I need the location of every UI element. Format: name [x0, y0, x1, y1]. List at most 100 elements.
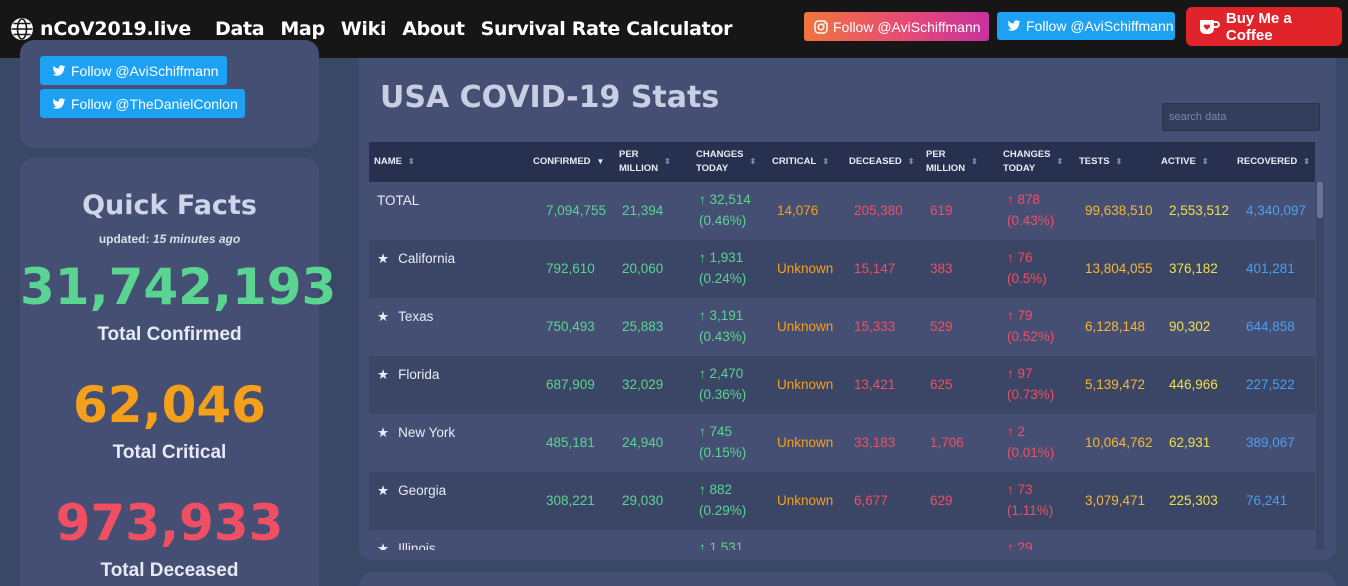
column-header-deceased[interactable]: DECEASED ⬍ [849, 142, 915, 182]
star-icon[interactable]: ★ [377, 251, 390, 266]
sort-icon[interactable]: ⬍ [664, 157, 671, 166]
change-value: ↑ 2,470 [699, 366, 744, 381]
nav-link-data[interactable]: Data [215, 18, 265, 40]
twitter-follow-button-top[interactable]: Follow @AviSchiffmann [997, 12, 1175, 40]
sort-icon[interactable]: ⬍ [822, 157, 830, 166]
table-scrollbar[interactable] [1316, 182, 1324, 550]
sort-icon[interactable]: ⬍ [907, 157, 915, 166]
sort-icon[interactable]: ⬍ [407, 157, 415, 166]
cell-dec-change: ↑ 79 (0.52%) [1007, 305, 1054, 347]
column-header-active[interactable]: ACTIVE ⬍ [1161, 142, 1209, 182]
cell-critical: Unknown [777, 493, 834, 508]
header-line1: NAME [374, 156, 402, 167]
cell-name: ★ California [377, 248, 455, 269]
coffee-label: Buy Me a Coffee [1225, 9, 1292, 44]
cell-tests: 6,128,148 [1085, 319, 1146, 334]
total-confirmed-value: 31,742,193 [20, 258, 337, 316]
cell-dec-change: ↑ 2 (0.01%) [1007, 421, 1054, 463]
table-row[interactable]: ★ Illinois ↑ 1,531 ↑ 29 [369, 530, 1315, 550]
table-row[interactable]: ★ Florida 687,909 32,029 Unknown 13,421 625 5,1… [369, 356, 1315, 414]
cell-name: ★ Texas [377, 306, 433, 327]
page-title: USA COVID-19 Stats [380, 80, 720, 115]
column-header-per-million[interactable]: PER MILLION ⬍ [619, 142, 671, 182]
column-header-label: RECOVERED [1237, 155, 1297, 169]
brand-link[interactable]: nCoV2019.live [10, 17, 191, 41]
table-row[interactable]: ★ California 792,610 20,060 Unknown 15,147 383… [369, 240, 1315, 298]
star-icon[interactable]: ★ [377, 309, 390, 324]
instagram-follow-button[interactable]: Follow @AviSchiffmann [804, 12, 989, 41]
nav-link-map[interactable]: Map [280, 18, 325, 40]
cell-active: 225,303 [1169, 493, 1218, 508]
sort-icon[interactable]: ⬍ [1056, 157, 1064, 166]
change-value: ↑ 882 [699, 482, 733, 497]
nav-link-about[interactable]: About [402, 18, 465, 40]
cell-name: TOTAL [377, 190, 419, 211]
cell-recovered: 644,858 [1246, 319, 1295, 334]
sort-icon[interactable]: ⬍ [1201, 157, 1209, 166]
cell-dec-per-million: 625 [930, 377, 953, 392]
search-input[interactable] [1162, 103, 1320, 131]
table-header: NAME ⬍ CONFIRMED ▼ PER MILLION ⬍ CHANGES TODAY ⬍ C… [369, 142, 1315, 182]
cell-change: ↑ 1,531 [699, 537, 743, 550]
cell-change: ↑ 745 (0.15%) [699, 421, 746, 463]
column-header-label: CONFIRMED [533, 155, 591, 169]
header-line1: PER [619, 149, 639, 160]
buy-me-a-coffee-button[interactable]: Buy Me a Coffee [1186, 7, 1342, 46]
cell-change: ↑ 32,514 (0.46%) [699, 189, 751, 231]
column-header-recovered[interactable]: RECOVERED ⬍ [1237, 142, 1310, 182]
column-header-deceased-changes-today[interactable]: CHANGES TODAY ⬍ [1003, 142, 1063, 182]
follow-daniel-button[interactable]: Follow @TheDanielConlon [40, 89, 245, 118]
cell-confirmed: 308,221 [546, 493, 595, 508]
star-icon[interactable]: ★ [377, 425, 390, 440]
table-row-total[interactable]: TOTAL 7,094,755 21,394 14,076 205,380 619 99,6… [369, 182, 1315, 240]
change-percent: (0.36%) [699, 387, 747, 402]
star-icon[interactable]: ★ [377, 367, 390, 382]
sort-icon[interactable]: ⬍ [1115, 157, 1123, 166]
updated-prefix: updated: [98, 232, 153, 246]
column-header-tests[interactable]: TESTS ⬍ [1079, 142, 1122, 182]
header-line1: CHANGES [696, 149, 744, 160]
change-value: ↑ 3,191 [699, 308, 744, 323]
nav-link-survival-calculator[interactable]: Survival Rate Calculator [480, 18, 733, 40]
column-header-critical[interactable]: CRITICAL ⬍ [772, 142, 829, 182]
sort-icon[interactable]: ⬍ [971, 157, 978, 166]
row-name: Illinois [398, 541, 436, 550]
sort-icon[interactable]: ⬍ [1303, 157, 1310, 166]
nav-link-wiki[interactable]: Wiki [340, 18, 387, 40]
twitter-icon [52, 64, 66, 76]
table-row[interactable]: ★ Texas 750,493 25,883 Unknown 15,333 529 6,128… [369, 298, 1315, 356]
cell-dec-change: ↑ 878 (0.43%) [1007, 189, 1054, 231]
coffee-cup-icon [1199, 19, 1220, 34]
change-percent: (0.15%) [699, 445, 747, 460]
header-line2: MILLION [619, 163, 659, 174]
updated-timestamp: updated: 15 minutes ago [20, 232, 319, 246]
cell-active: 446,966 [1169, 377, 1218, 392]
star-icon[interactable]: ★ [377, 541, 390, 550]
table-row[interactable]: ★ Georgia 308,221 29,030 Unknown 6,677 629 3,07… [369, 472, 1315, 530]
column-header-changes-today[interactable]: CHANGES TODAY ⬍ [696, 142, 756, 182]
cell-per-million: 21,394 [622, 203, 664, 218]
brand-name: nCoV2019.live [40, 18, 192, 40]
cell-change: ↑ 2,470 (0.36%) [699, 363, 746, 405]
column-header-label: PER MILLION [619, 148, 658, 176]
follow-avi-button[interactable]: Follow @AviSchiffmann [40, 56, 227, 85]
sort-icon[interactable]: ⬍ [749, 157, 757, 166]
column-header-confirmed[interactable]: CONFIRMED ▼ [533, 142, 604, 182]
cell-dec-change: ↑ 76 (0.5%) [1007, 247, 1047, 289]
cell-confirmed: 7,094,755 [546, 203, 607, 218]
updated-value: 15 minutes ago [152, 232, 241, 246]
star-icon[interactable]: ★ [377, 483, 390, 498]
column-header-name[interactable]: NAME ⬍ [374, 142, 415, 182]
cell-active: 62,931 [1169, 435, 1211, 450]
column-header-deceased-per-million[interactable]: PER MILLION ⬍ [926, 142, 978, 182]
scrollbar-thumb[interactable] [1317, 182, 1323, 218]
cell-deceased: 205,380 [854, 203, 903, 218]
row-name: Georgia [398, 483, 447, 498]
table-row[interactable]: ★ New York 485,181 24,940 Unknown 33,183 1,706… [369, 414, 1315, 472]
cell-recovered: 227,522 [1246, 377, 1295, 392]
header-line1: ACTIVE [1161, 156, 1196, 167]
quick-facts-title: Quick Facts [82, 190, 257, 221]
sort-icon[interactable]: ▼ [596, 157, 605, 166]
cell-active: 376,182 [1169, 261, 1218, 276]
cell-deceased: 33,183 [854, 435, 896, 450]
